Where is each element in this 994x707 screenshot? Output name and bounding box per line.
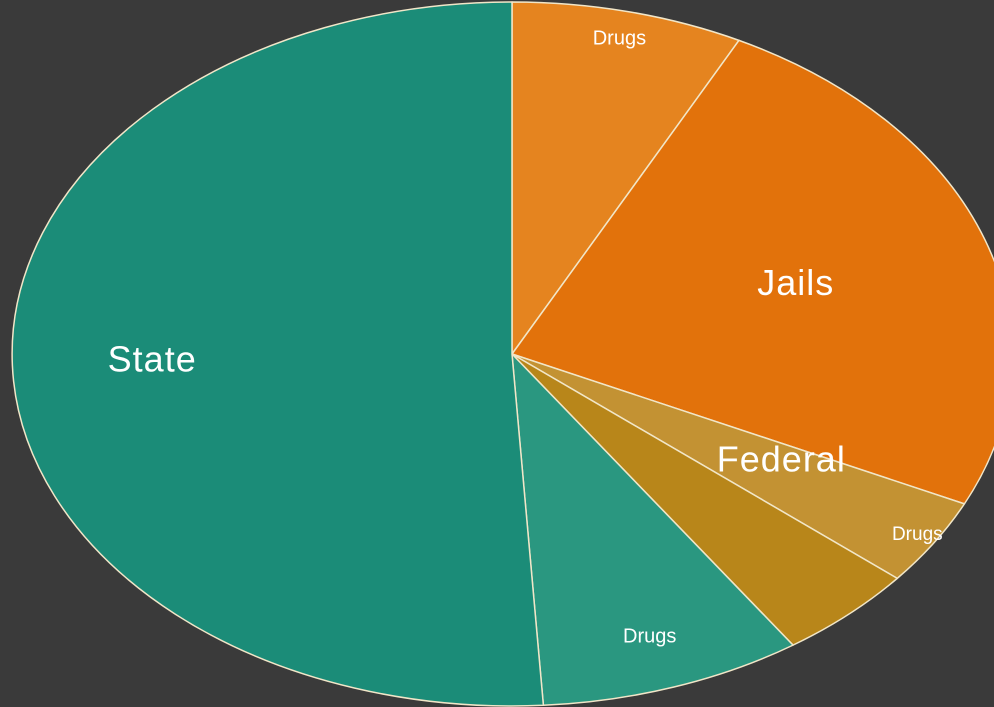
labels-layer: Drugs Jails Drugs Federal Drugs State: [108, 27, 943, 647]
slice-label-jails-1: Jails: [757, 262, 834, 303]
slice-label-drugs-2: Drugs: [892, 524, 943, 545]
pie-slice-jails-1: [511, 39, 994, 505]
slice-label-drugs-0: Drugs: [593, 27, 646, 49]
slice-label-state-5: State: [108, 339, 197, 380]
slice-label-drugs-4: Drugs: [623, 625, 676, 647]
pie-slice-state-5: [11, 1, 545, 707]
pie-slice-drugs-0: [511, 1, 740, 355]
pie-slice-drugs-4: [511, 353, 794, 707]
slices-layer: [11, 1, 994, 707]
slice-label-federal-3: Federal: [717, 439, 846, 480]
